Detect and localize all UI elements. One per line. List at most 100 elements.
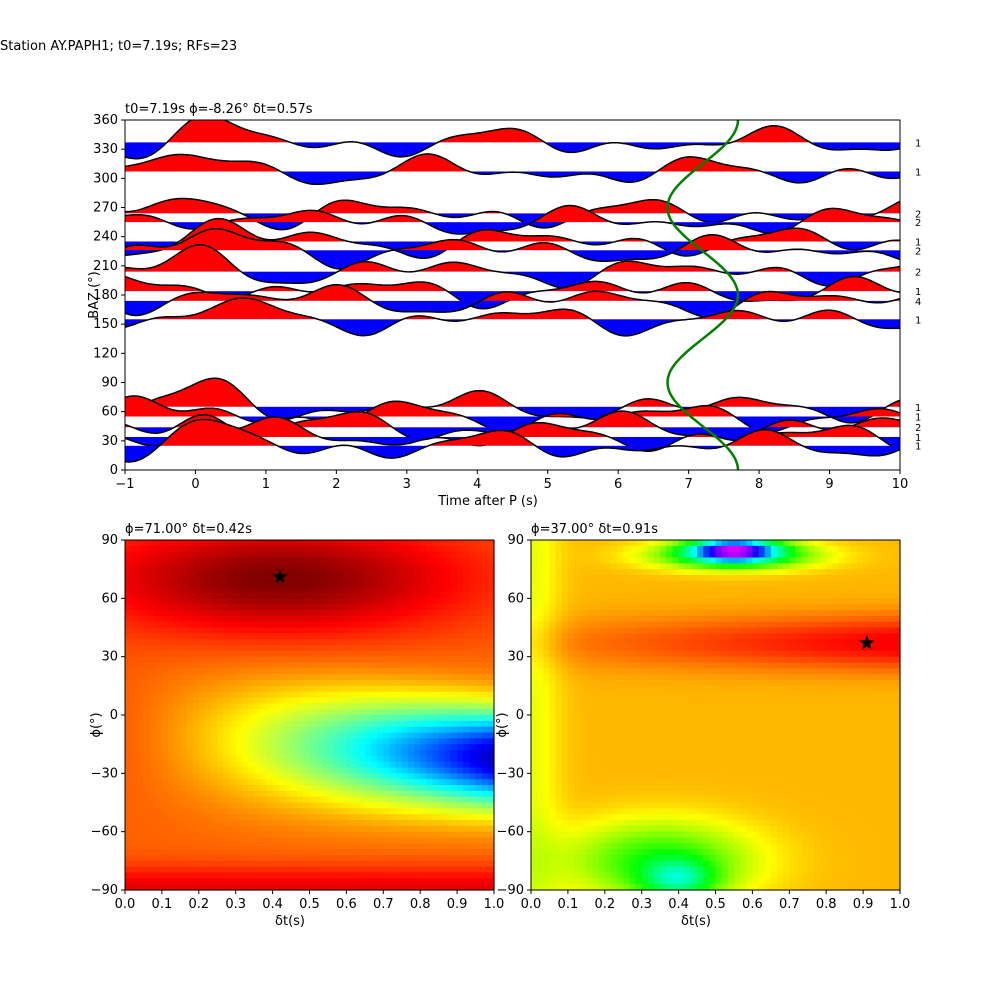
best-fit-star: [272, 568, 288, 584]
heatmap-left-panel: ϕ=71.00° δt=0.42s 0.0 0.1 0.2 0.3 0.4 0.5 0.6 0…: [89, 522, 504, 929]
baz-ytick-label: 90: [101, 376, 118, 391]
trace-count-label: 2: [915, 218, 921, 229]
trace-line: [125, 227, 900, 270]
heatmap-xtick-label: 1.0: [890, 897, 911, 912]
baz-ytick-label: 330: [93, 142, 118, 157]
baz-ytick-label: 270: [93, 201, 118, 216]
delay-curve: [666, 120, 740, 470]
trace-positive-fill: [125, 396, 900, 417]
heatmap-xtick-label: 0.8: [816, 897, 837, 912]
heatmap-xtick-label: 0.3: [631, 897, 652, 912]
heatmap-cells: [125, 540, 495, 891]
heatmap-xtick-label: 0.4: [262, 897, 283, 912]
trace-count-label: 1: [915, 315, 921, 326]
heatmap-xtick-label: 0.7: [373, 897, 394, 912]
heatmap-xtick-label: 0.9: [447, 897, 468, 912]
heatmap-ytick-label: 60: [507, 591, 524, 606]
trace-count-label: 1: [915, 287, 921, 298]
trace-positive-fill: [125, 120, 900, 143]
heatmap-right-xlabel: δt(s): [681, 914, 711, 929]
best-fit-star: [859, 635, 875, 650]
trace-negative-fill: [132, 427, 849, 440]
heatmap-ytick-label: −30: [497, 766, 524, 781]
baz-ytick-label: 0: [110, 463, 118, 478]
heatmap-xtick-label: 0.7: [779, 897, 800, 912]
heatmap-xtick-label: 0.3: [225, 897, 246, 912]
trace-155: [125, 297, 900, 337]
trace-positive-fill: [125, 244, 900, 272]
heatmap-xtick-label: 0.8: [410, 897, 431, 912]
baz-ytick-label: 150: [93, 317, 118, 332]
heatmap-xtick-label: 0.6: [336, 897, 357, 912]
trace-count-label: 4: [915, 297, 921, 308]
heatmap-left-xlabel: δt(s): [275, 914, 305, 929]
trace-positive-fill: [125, 198, 900, 214]
trace-line: [125, 153, 900, 186]
heatmap-right-area: 0.0 0.1 0.2 0.3 0.4 0.5 0.6 0.7 0.8 0.9 1.0 −90 −60 −…: [497, 533, 911, 912]
heatmap-right-panel: ϕ=37.00° δt=0.91s 0.0 0.1 0.2 0.3 0.4 0.5 0.6 0…: [495, 522, 910, 929]
trace-line: [125, 217, 900, 260]
trace-positive-fill: [125, 411, 900, 428]
heatmap-xtick-label: 1.0: [484, 897, 505, 912]
baz-xtick-label: 2: [332, 477, 340, 492]
baz-panel: t0=7.19s ϕ=-8.26° δt=0.57s 1122122141112…: [87, 102, 921, 509]
trace-count-label: 2: [915, 246, 921, 257]
heatmap-xtick-label: 0.1: [558, 897, 579, 912]
trace-line: [125, 283, 900, 319]
trace-count-label: 2: [915, 209, 921, 220]
trace-307: [125, 153, 900, 186]
trace-positive-fill: [149, 298, 857, 320]
heatmap-xtick-label: 0.9: [853, 897, 874, 912]
heatmap-right-title: ϕ=37.00° δt=0.91s: [531, 522, 658, 537]
trace-negative-fill: [167, 222, 801, 234]
baz-xtick-label: 5: [544, 477, 552, 492]
trace-negative-fill: [125, 406, 900, 423]
trace-count-label: 1: [915, 138, 921, 149]
trace-negative-fill: [125, 300, 892, 318]
heatmap-ytick-label: −90: [91, 883, 118, 898]
trace-line: [125, 377, 900, 424]
trace-count-label: 1: [915, 403, 921, 414]
heatmap-ytick-label: 90: [101, 533, 118, 548]
heatmap-xtick-label: 0.0: [115, 897, 136, 912]
trace-count-label: 1: [915, 433, 921, 444]
baz-ytick-label: 300: [93, 171, 118, 186]
heatmap-xtick-label: 0.4: [668, 897, 689, 912]
heatmap-xtick-label: 0.5: [299, 897, 320, 912]
heatmap-left-ylabel: ϕ(°): [89, 712, 104, 737]
baz-xlabel: Time after P (s): [437, 494, 538, 509]
heatmap-ytick-label: 60: [101, 591, 118, 606]
baz-ytick-label: 120: [93, 346, 118, 361]
baz-panel-title: t0=7.19s ϕ=-8.26° δt=0.57s: [125, 102, 313, 117]
heatmap-ytick-label: 30: [101, 650, 118, 665]
baz-ytick-label: 30: [101, 434, 118, 449]
baz-xtick-label: −1: [115, 477, 134, 492]
trace-174: [125, 283, 900, 319]
baz-ytick-label: 210: [93, 259, 118, 274]
heatmap-right-ylabel: ϕ(°): [495, 712, 510, 737]
baz-xtick-label: 7: [684, 477, 692, 492]
trace-25: [125, 418, 900, 463]
heatmap-cells: [531, 540, 901, 891]
trace-line: [125, 243, 900, 290]
trace-count-label: 2: [915, 268, 921, 279]
heatmap-left-title: ϕ=71.00° δt=0.42s: [125, 522, 252, 537]
baz-ytick-label: 60: [101, 405, 118, 420]
trace-line: [125, 297, 900, 337]
trace-65: [125, 377, 900, 424]
baz-ytick-label: 180: [93, 288, 118, 303]
heatmap-ytick-label: −60: [91, 825, 118, 840]
baz-xtick-label: 0: [191, 477, 199, 492]
trace-negative-fill: [125, 142, 900, 159]
baz-xtick-label: 4: [473, 477, 481, 492]
baz-ylabel: BAZ (°): [87, 271, 102, 319]
trace-line: [125, 418, 900, 463]
baz-ytick-label: 360: [93, 113, 118, 128]
heatmap-xtick-label: 0.5: [705, 897, 726, 912]
trace-count-label: 1: [915, 413, 921, 424]
trace-group: [125, 120, 900, 470]
heatmap-xtick-label: 0.2: [594, 897, 615, 912]
trace-negative-fill: [125, 250, 900, 269]
